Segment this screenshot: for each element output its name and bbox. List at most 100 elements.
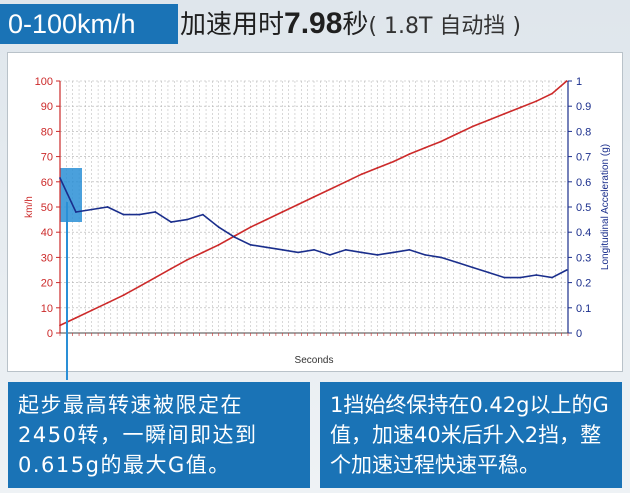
right-tick-label: 0.6	[576, 177, 591, 189]
speed-point	[313, 196, 315, 198]
speed-point	[535, 100, 538, 103]
acceleration-point	[281, 248, 284, 251]
speed-point	[424, 146, 426, 149]
acceleration-point	[329, 254, 331, 256]
right-tick-label: 1	[576, 76, 582, 88]
speed-point	[503, 112, 506, 115]
accel-time-unit: 秒	[342, 10, 369, 40]
speed-point	[487, 119, 490, 121]
acceleration-point	[519, 276, 522, 279]
right-axis-title: Longitudinal Acceleration (g)	[600, 144, 611, 270]
acceleration-point	[202, 213, 204, 216]
acceleration-point	[138, 213, 141, 216]
x-axis-title: Seconds	[295, 355, 334, 366]
speed-point	[186, 259, 188, 261]
acceleration-point	[75, 211, 77, 213]
speed-point	[440, 140, 442, 143]
callout-marker-line	[66, 202, 68, 380]
right-tick-label: 0.1	[576, 303, 591, 315]
acceleration-point	[170, 221, 173, 224]
speed-point	[106, 301, 109, 304]
speed-point	[265, 218, 268, 221]
acceleration-point	[503, 276, 506, 279]
acceleration-point	[265, 246, 268, 249]
accel-time-title: 加速用时7.98秒( 1.8T 自动挡 )	[180, 4, 521, 44]
speed-point	[551, 92, 553, 95]
left-tick-label: 100	[35, 76, 53, 88]
speed-point	[217, 243, 220, 246]
right-tick-label: 0.7	[576, 152, 591, 164]
left-tick-label: 40	[41, 227, 53, 239]
left-tick-label: 70	[41, 152, 53, 164]
acceleration-point	[186, 218, 188, 221]
left-tick-label: 0	[47, 328, 53, 340]
speed-point	[202, 251, 204, 254]
acceleration-point	[217, 226, 220, 229]
acceleration-point	[59, 177, 61, 179]
speed-point	[519, 106, 522, 109]
acceleration-point	[313, 248, 315, 251]
left-tick-label: 10	[41, 303, 53, 315]
speed-point	[90, 309, 93, 312]
acceleration-point	[471, 266, 474, 269]
speed-point	[408, 153, 411, 155]
acceleration-point	[154, 211, 157, 213]
start-highlight	[60, 168, 82, 222]
speed-point	[376, 167, 379, 169]
acceleration-point	[233, 236, 236, 239]
speed-point	[297, 203, 299, 206]
left-axis-title: km/h	[24, 196, 35, 218]
right-tick-label: 0.9	[576, 101, 591, 113]
acceleration-point	[360, 251, 363, 254]
acceleration-chart: 0 10 20 30 40 50 60 70 80 90 100 0 0.1 0.2 0.3 0.4 0.5 0.…	[24, 76, 611, 366]
acceleration-point	[551, 276, 553, 279]
speed-point	[456, 133, 458, 135]
right-tick-label: 0.5	[576, 202, 591, 214]
left-tick-label: 30	[41, 252, 53, 264]
accel-time-value: 7.98	[284, 7, 343, 40]
acceleration-point	[487, 271, 490, 274]
right-tick-label: 0	[576, 328, 582, 340]
acceleration-point	[297, 251, 299, 254]
left-tick-label: 80	[41, 126, 53, 138]
speed-range-label: 0-100km/h	[0, 4, 178, 44]
acceleration-point	[408, 248, 411, 251]
acceleration-point	[90, 208, 93, 211]
right-tick-label: 0.4	[576, 227, 591, 239]
acceleration-point	[424, 254, 426, 256]
acceleration-point	[535, 274, 538, 276]
spec-label: ( 1.8T 自动挡 )	[368, 14, 521, 39]
speed-point	[471, 125, 474, 128]
acceleration-point	[344, 248, 347, 251]
acceleration-point	[440, 256, 442, 259]
speed-point	[392, 160, 395, 163]
right-tick-label: 0.8	[576, 126, 591, 138]
speed-point	[249, 226, 252, 229]
acceleration-point	[456, 261, 458, 264]
speed-point	[329, 188, 331, 191]
speed-point	[59, 324, 61, 327]
acceleration-point	[565, 269, 568, 271]
left-tick-label: 90	[41, 101, 53, 113]
speed-point	[360, 173, 363, 176]
accel-label: 加速用时	[180, 10, 285, 40]
speed-point	[122, 294, 125, 297]
acceleration-point	[249, 243, 252, 246]
left-tick-label: 60	[41, 177, 53, 189]
speed-point	[281, 211, 284, 213]
right-tick-label: 0.3	[576, 252, 591, 264]
speed-point	[154, 276, 157, 279]
acceleration-point	[392, 251, 395, 254]
speed-point	[170, 267, 173, 270]
acceleration-point	[376, 254, 379, 256]
left-tick-label: 50	[41, 202, 53, 214]
caption-left: 起步最高转速被限定在2450转，一瞬间即达到0.615g的最大G值。	[8, 382, 310, 488]
acceleration-point	[122, 213, 125, 216]
right-tick-label: 0.2	[576, 278, 591, 290]
speed-point	[565, 80, 568, 82]
chart-panel: 0 10 20 30 40 50 60 70 80 90 100 0 0.1 0.2 0.3 0.4 0.5 0.…	[7, 52, 623, 372]
acceleration-point	[106, 206, 109, 208]
caption-right: 1挡始终保持在0.42g以上的G值，加速40米后升入2挡，整个加速过程快速平稳。	[320, 382, 622, 488]
speed-point	[138, 285, 141, 288]
